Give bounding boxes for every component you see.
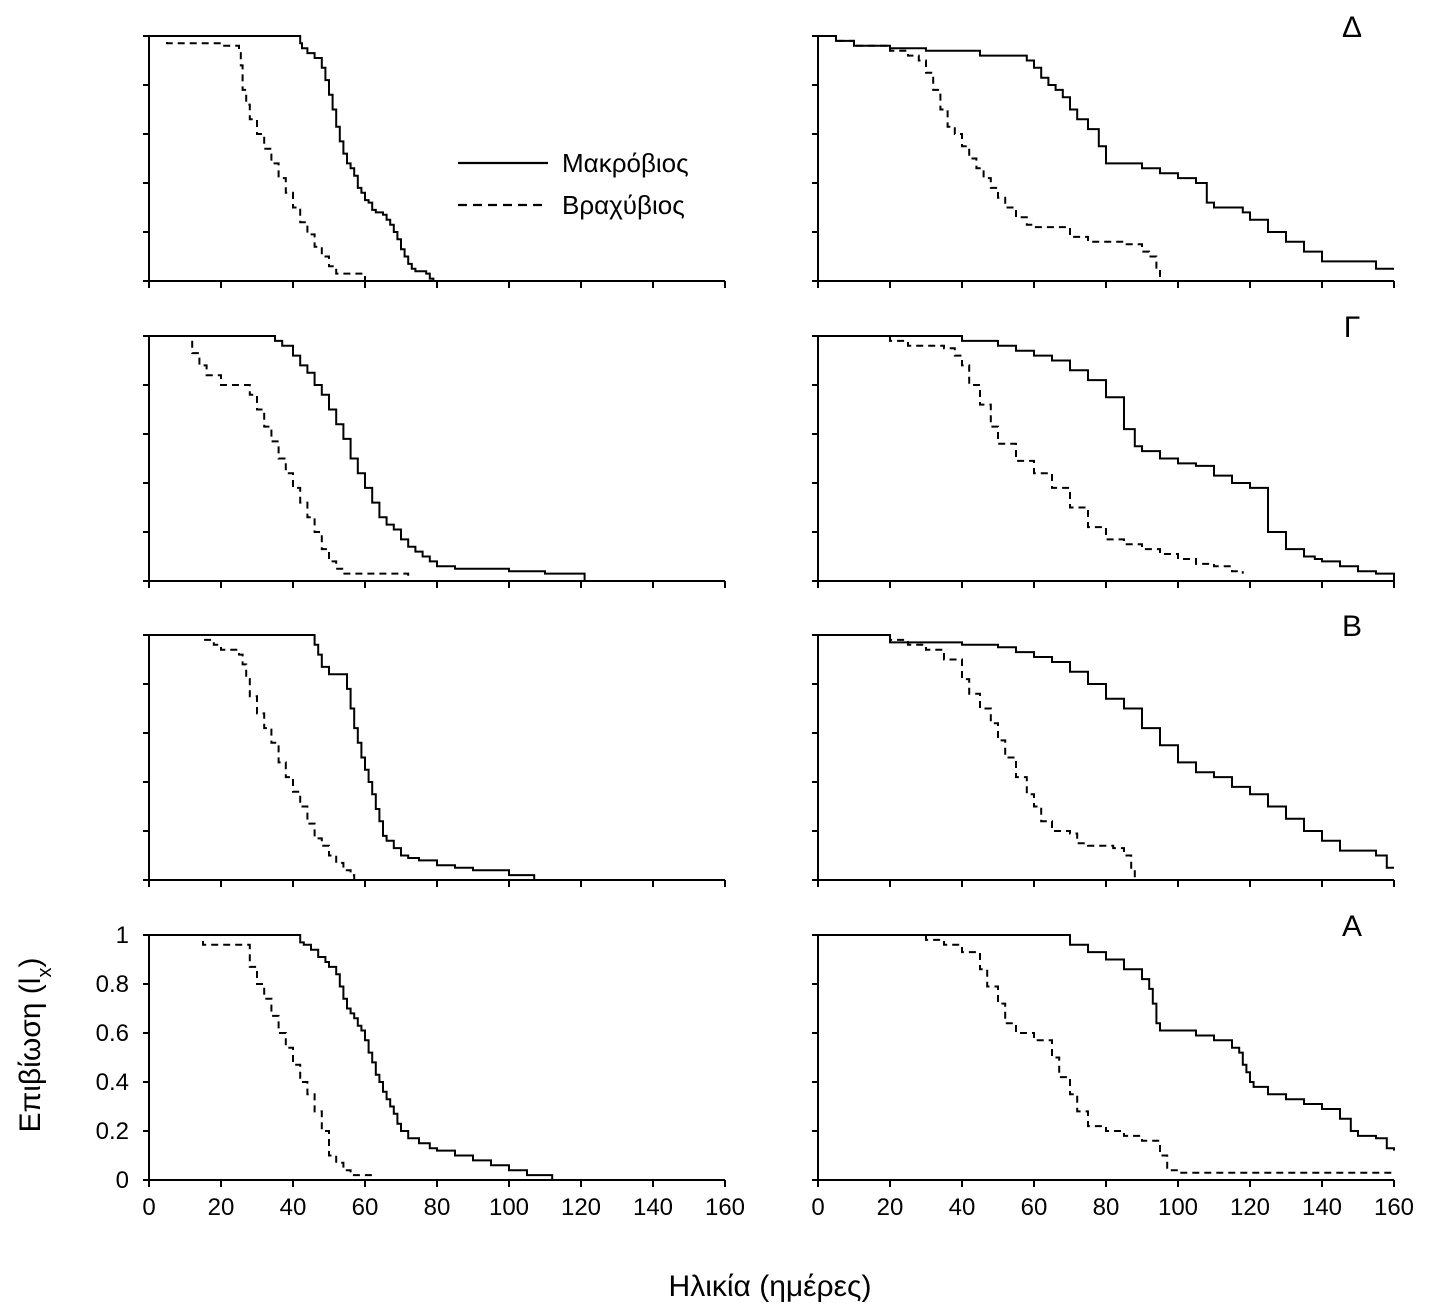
x-tick-label: 120 (561, 1194, 601, 1221)
y-axis-title-main: Επιβίωση (l (14, 978, 47, 1133)
series-long-lived-line (149, 634, 536, 880)
x-tick-label: 20 (877, 1194, 904, 1221)
x-tick-label: 20 (208, 1194, 235, 1221)
panel-1-1: Γ (812, 311, 1395, 588)
x-tick-label: 160 (705, 1194, 745, 1221)
series-short-lived-line (818, 934, 1394, 1174)
x-tick-label: 80 (424, 1194, 451, 1221)
panel-title: A (1342, 910, 1362, 943)
y-tick-label: 0.6 (96, 1020, 129, 1047)
panel-2-1: B (812, 610, 1395, 887)
panel-0-0 (143, 35, 726, 288)
y-tick-label: 0 (116, 1167, 129, 1194)
x-tick-label: 140 (1302, 1194, 1342, 1221)
y-axis-title: Επιβίωση (lx) (14, 958, 56, 1133)
series-long-lived-line (149, 934, 554, 1180)
series-long-lived-line (818, 634, 1394, 869)
y-axis-title-subscript: x (34, 968, 56, 978)
series-long-lived-line (149, 35, 725, 282)
x-tick-label: 100 (1158, 1194, 1198, 1221)
x-axis-title: Ηλικία (ημέρες) (669, 1270, 872, 1303)
y-axis-title-close: ) (14, 958, 47, 968)
series-short-lived-line (818, 35, 1161, 281)
series-long-lived-line (818, 35, 1394, 270)
y-tick-label: 1 (116, 922, 129, 949)
panel-0-1: Δ (812, 11, 1395, 288)
x-tick-label: 160 (1374, 1194, 1414, 1221)
y-tick-label: 0.8 (96, 971, 129, 998)
x-tick-label: 100 (489, 1194, 529, 1221)
x-tick-label: 40 (280, 1194, 307, 1221)
x-tick-label: 0 (811, 1194, 824, 1221)
series-short-lived-line (149, 335, 410, 581)
x-tick-label: 60 (1021, 1194, 1048, 1221)
panel-3-1: 0 20 40 60 80 100 120 140 160 A (811, 910, 1414, 1221)
panel-title: Δ (1342, 11, 1362, 44)
series-short-lived-line (149, 634, 356, 880)
x-tick-label: 140 (633, 1194, 673, 1221)
y-tick-label: 0.2 (96, 1118, 129, 1145)
series-long-lived-line (149, 335, 586, 581)
series-short-lived-line (149, 35, 366, 281)
panel-title: B (1342, 610, 1362, 643)
series-short-lived-line (149, 934, 374, 1180)
panel-3-0: 0 20 40 60 80 100 120 140 160 0 0.2 0.4 0.6 0.8 1 (96, 922, 745, 1221)
x-tick-label: 60 (352, 1194, 379, 1221)
panel-1-0 (143, 335, 726, 588)
legend-label-long-lived: Μακρόβιος (562, 148, 689, 178)
series-short-lived-line (818, 335, 1244, 574)
x-tick-label: 0 (142, 1194, 155, 1221)
panel-title: Γ (1344, 311, 1361, 344)
legend: Μακρόβιος Βραχύβιος (458, 148, 689, 220)
x-tick-label: 120 (1230, 1194, 1270, 1221)
series-short-lived-line (818, 634, 1136, 880)
x-tick-label: 40 (949, 1194, 976, 1221)
y-tick-label: 0.4 (96, 1069, 129, 1096)
series-long-lived-line (818, 335, 1395, 581)
series-long-lived-line (818, 934, 1395, 1151)
legend-label-short-lived: Βραχύβιος (562, 190, 685, 220)
x-tick-label: 80 (1093, 1194, 1120, 1221)
panel-2-0 (143, 634, 726, 887)
panels-group: Δ Γ B 0 20 40 60 80 100 120 140 160 0 0.2 0.4 0.6 0.8 1 0 2… (96, 11, 1414, 1221)
